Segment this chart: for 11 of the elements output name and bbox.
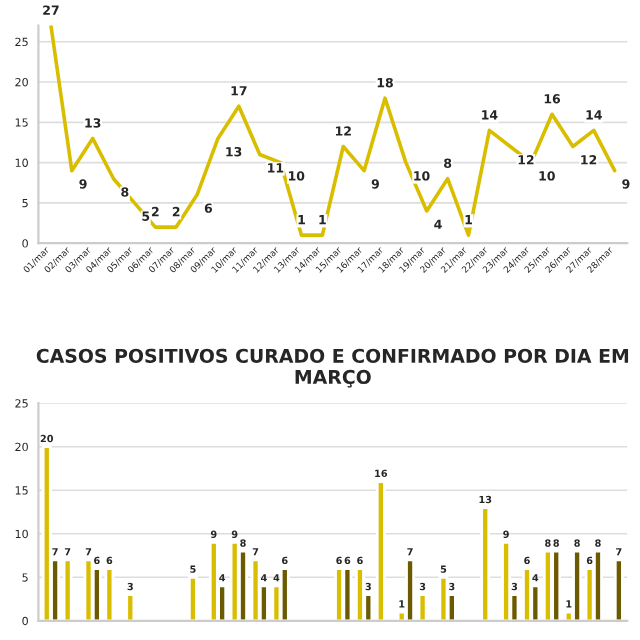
- bar: [613, 558, 624, 621]
- bar: [208, 541, 219, 621]
- bar: [41, 445, 52, 621]
- bar: [593, 549, 603, 621]
- bar: [187, 575, 198, 621]
- chart-title: CASOS POSITIVOS CURADO E CONFIRMADO POR DIA EM MARÇO: [36, 348, 629, 388]
- bar: [279, 567, 290, 621]
- line-series: [49, 25, 617, 237]
- bar: [501, 541, 512, 621]
- bar: [125, 593, 136, 621]
- bar: [480, 506, 491, 621]
